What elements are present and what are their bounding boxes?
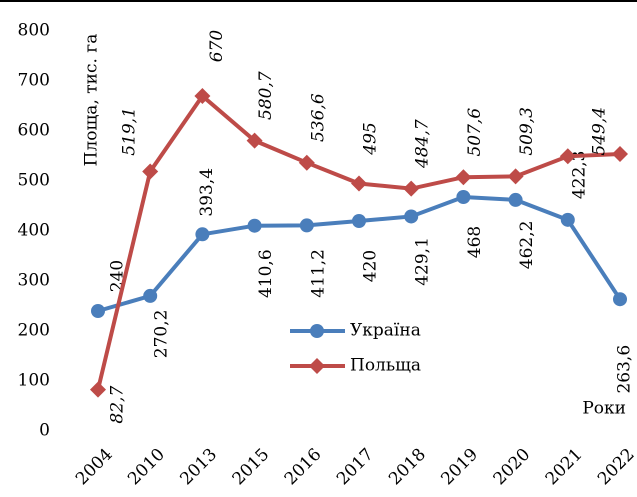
x-tick-label: 2018	[385, 445, 430, 490]
marker	[351, 175, 367, 192]
marker	[612, 146, 628, 162]
data-label: 82,7	[108, 386, 128, 424]
y-tick-label: 200	[18, 321, 50, 341]
marker	[299, 218, 314, 233]
data-label: 429,1	[413, 237, 433, 286]
data-label: 462,2	[517, 221, 537, 270]
data-label: 270,2	[152, 310, 172, 359]
marker	[194, 88, 211, 104]
x-tick-label: 2010	[124, 445, 169, 490]
marker	[246, 132, 263, 149]
x-tick-label: 2021	[542, 445, 587, 490]
marker	[143, 288, 158, 303]
data-label: 484,7	[413, 119, 433, 169]
marker	[352, 214, 366, 228]
marker	[247, 218, 262, 233]
data-label: 519,1	[120, 107, 140, 156]
data-label: 509,3	[517, 107, 537, 156]
x-tick-label: 2013	[176, 445, 221, 490]
marker	[91, 304, 105, 318]
legend-label: Польща	[350, 356, 421, 376]
y-tick-label: 0	[39, 421, 50, 441]
y-tick-label: 400	[18, 221, 50, 241]
y-tick-label: 500	[18, 171, 50, 191]
series-line	[96, 93, 621, 391]
marker	[613, 292, 627, 307]
x-tick-label: 2020	[490, 445, 535, 490]
marker	[507, 168, 524, 185]
data-label: 393,4	[197, 168, 217, 217]
marker	[456, 190, 471, 204]
x-tick-label: 2022	[594, 445, 637, 490]
legend-marker	[310, 324, 324, 338]
x-tick-label: 2017	[333, 445, 378, 490]
y-tick-label: 600	[18, 121, 50, 141]
marker	[298, 154, 315, 171]
x-axis-label: Роки	[582, 399, 626, 419]
x-tick-label: 2019	[437, 445, 482, 490]
marker	[403, 180, 420, 197]
x-tick-label: 2016	[281, 445, 326, 490]
data-label: 580,7	[256, 71, 276, 120]
y-tick-label: 800	[18, 21, 50, 41]
data-label: 263,6	[615, 345, 635, 394]
x-tick-label: 2004	[72, 445, 117, 490]
data-label: 468	[465, 226, 485, 258]
data-label: 670	[207, 30, 227, 63]
data-label: 536,6	[308, 93, 328, 142]
marker	[455, 169, 472, 186]
marker	[195, 227, 210, 242]
marker	[404, 209, 419, 224]
y-tick-label: 300	[18, 271, 50, 291]
data-label: 411,2	[308, 249, 328, 298]
marker	[508, 192, 523, 207]
marker	[142, 163, 159, 180]
data-label: 420	[361, 250, 381, 282]
data-label: 549,4	[589, 107, 609, 156]
y-axis-label: Площа, тис. га	[82, 34, 102, 167]
y-tick-label: 700	[18, 71, 50, 91]
x-tick-label: 2015	[229, 445, 274, 490]
data-label: 410,6	[256, 249, 276, 298]
data-label: 507,6	[465, 108, 485, 157]
legend-label: Україна	[350, 321, 421, 341]
marker	[560, 212, 575, 227]
marker	[90, 381, 106, 398]
data-label: 422,3	[569, 151, 589, 200]
y-tick-label: 100	[18, 371, 50, 391]
marker	[559, 148, 576, 165]
data-label: 495	[361, 122, 381, 155]
legend-marker	[309, 358, 325, 374]
